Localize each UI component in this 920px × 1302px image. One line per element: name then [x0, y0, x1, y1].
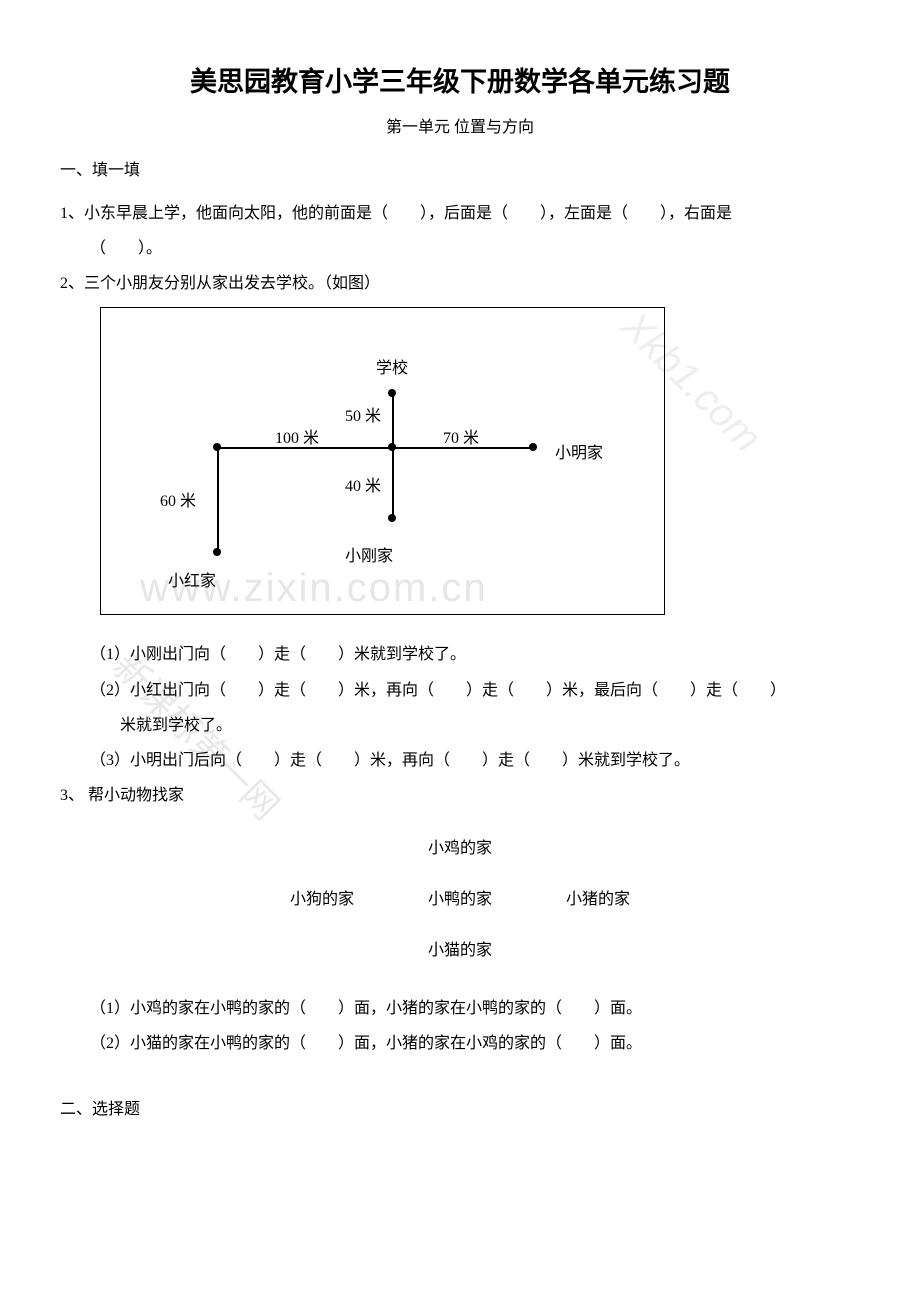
q2-sub2: （2）小红出门向（ ）走（ ）米，再向（ ）走（ ）米，最后向（ ）走（ ）: [60, 673, 860, 708]
q1-line2: （ ）。: [60, 231, 860, 266]
document-title: 美思园教育小学三年级下册数学各单元练习题: [60, 60, 860, 99]
grid-row-top: 小鸡的家: [60, 835, 860, 864]
line-school-center: [392, 392, 394, 447]
q2-sub2b: 米就到学校了。: [60, 708, 860, 743]
q2-intro: 2、三个小朋友分别从家出发去学校。（如图）: [60, 266, 860, 301]
q2-sub3: （3）小明出门后向（ ）走（ ）米，再向（ ）走（ ）米就到学校了。: [60, 743, 860, 778]
label-40m: 40 米: [345, 472, 381, 496]
label-xiaogang: 小刚家: [345, 542, 393, 566]
label-xiaoming: 小明家: [555, 439, 603, 463]
dog-home: 小狗的家: [290, 886, 354, 915]
animal-grid: 小鸡的家 小狗的家 小鸭的家 小猪的家 小猫的家: [60, 835, 860, 965]
label-60m: 60 米: [160, 487, 196, 511]
line-center-down: [392, 447, 394, 517]
unit-subtitle: 第一单元 位置与方向: [60, 113, 860, 137]
q1-line1: 1、小东早晨上学，他面向太阳，他的前面是（ ），后面是（ ），左面是（ ），右面…: [60, 196, 860, 231]
grid-row-bottom: 小猫的家: [60, 937, 860, 966]
pig-home: 小猪的家: [566, 886, 630, 915]
label-100m: 100 米: [275, 424, 319, 448]
duck-home: 小鸭的家: [428, 886, 492, 915]
section-1-label: 一、填一填: [60, 157, 860, 186]
q3-sub2: （2）小猫的家在小鸭的家的（ ）面，小猪的家在小鸡的家的（ ）面。: [60, 1026, 860, 1061]
label-50m: 50 米: [345, 402, 381, 426]
q3-intro: 3、 帮小动物找家: [60, 778, 860, 813]
map-diagram: 学校 50 米 100 米 70 米 小明家 60 米 40 米 小刚家 小红家: [100, 307, 670, 617]
label-xiaohong: 小红家: [168, 567, 216, 591]
line-left-down: [217, 447, 219, 552]
label-70m: 70 米: [443, 424, 479, 448]
grid-row-mid: 小狗的家 小鸭的家 小猪的家: [60, 886, 860, 915]
section-2-label: 二、选择题: [60, 1096, 860, 1125]
label-school: 学校: [376, 354, 408, 378]
chicken-home: 小鸡的家: [428, 835, 492, 864]
q2-sub1: （1）小刚出门向（ ）走（ ）米就到学校了。: [60, 637, 860, 672]
document-content: 美思园教育小学三年级下册数学各单元练习题 第一单元 位置与方向 一、填一填 1、…: [60, 60, 860, 1125]
cat-home: 小猫的家: [428, 937, 492, 966]
q3-sub1: （1）小鸡的家在小鸭的家的（ ）面，小猪的家在小鸭的家的（ ）面。: [60, 991, 860, 1026]
